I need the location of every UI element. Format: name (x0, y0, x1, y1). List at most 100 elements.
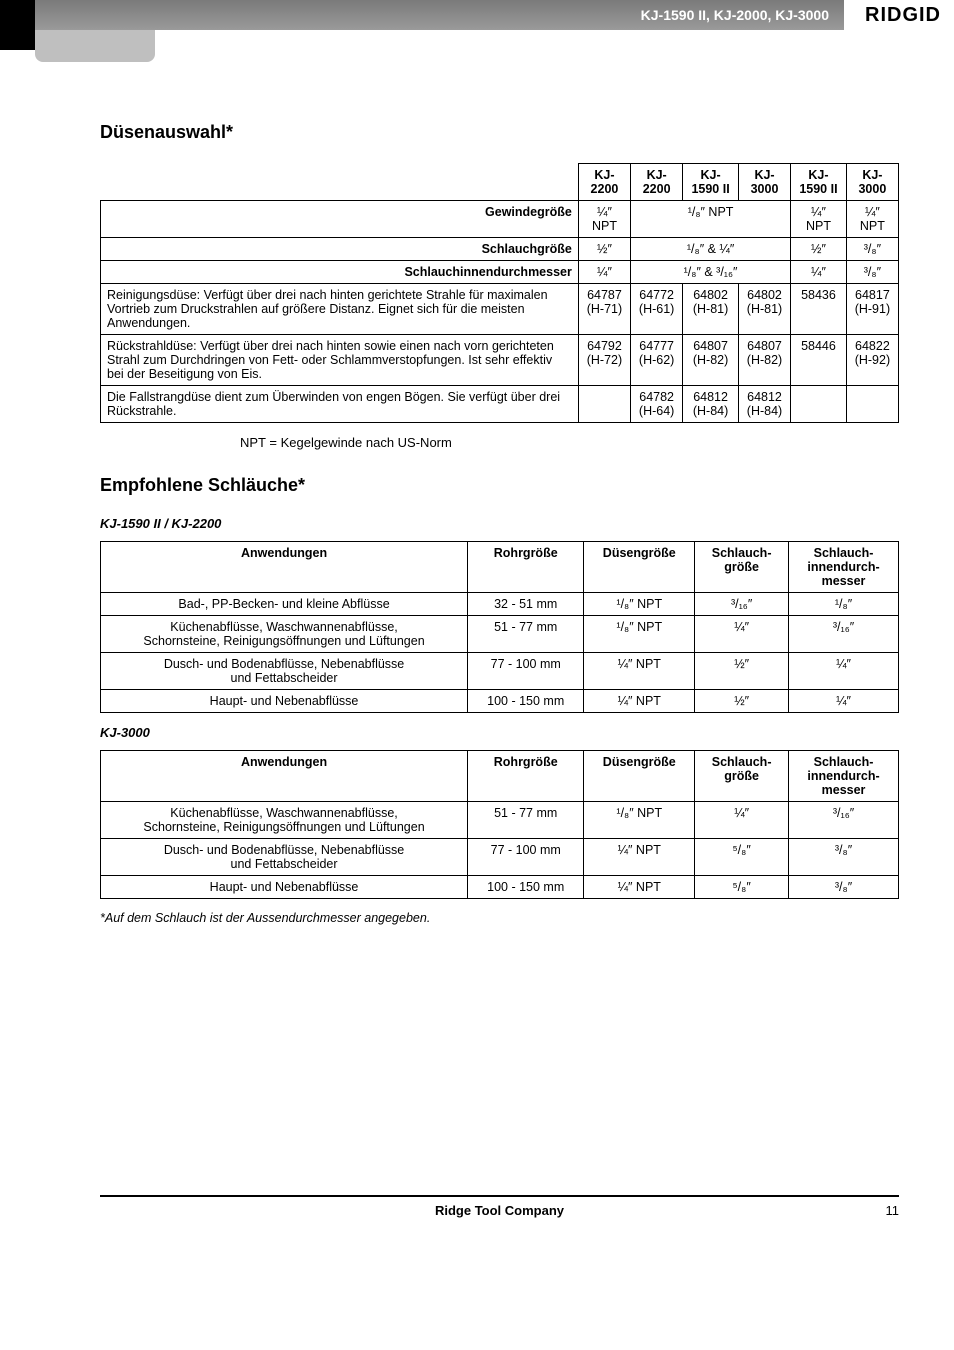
cell: ³/₈″ (789, 839, 899, 876)
col-header: Schlauch-größe (695, 751, 789, 802)
col-header: KJ-2200 (578, 164, 630, 201)
col-header: KJ-3000 (738, 164, 790, 201)
table-row: Bad-, PP-Becken- und kleine Abflüsse 32 … (101, 593, 899, 616)
part-code: (H-81) (693, 302, 728, 316)
cell-line: und Fettabscheider (231, 671, 338, 685)
cell: Dusch- und Bodenabflüsse, Nebenabflüsseu… (101, 653, 468, 690)
cell: 64807(H-82) (683, 335, 739, 386)
section2-title: Empfohlene Schläuche* (100, 475, 899, 496)
cell: ¹/₈″ & ³/₁₆″ (631, 261, 791, 284)
cell: 64817(H-91) (846, 284, 898, 335)
cell: ¹/₈″ NPT (584, 802, 695, 839)
part-no: 64787 (587, 288, 622, 302)
cell: Küchenabflüsse, Waschwannenabflüsse,Scho… (101, 802, 468, 839)
cell: ³/₁₆″ (789, 802, 899, 839)
npt-note: NPT = Kegelgewinde nach US-Norm (240, 435, 899, 450)
cell: ⁵/₈″ (695, 839, 789, 876)
footer-company: Ridge Tool Company (435, 1203, 564, 1218)
cell-line: Dusch- und Bodenabflüsse, Nebenabflüsse (164, 657, 404, 671)
header-black-block (0, 0, 35, 50)
cell: 64812(H-84) (738, 386, 790, 423)
cell: 100 - 150 mm (468, 690, 584, 713)
table-row: Dusch- und Bodenabflüsse, Nebenabflüsseu… (101, 839, 899, 876)
table-row: Haupt- und Nebenabflüsse 100 - 150 mm ¼″… (101, 876, 899, 899)
cell: Bad-, PP-Becken- und kleine Abflüsse (101, 593, 468, 616)
col-header: Düsengröße (584, 751, 695, 802)
table-row: Haupt- und Nebenabflüsse 100 - 150 mm ¼″… (101, 690, 899, 713)
part-code: (H-61) (639, 302, 674, 316)
table-header-row: Anwendungen Rohrgröße Düsengröße Schlauc… (101, 542, 899, 593)
cell: 51 - 77 mm (468, 616, 584, 653)
cell: Haupt- und Nebenabflüsse (101, 876, 468, 899)
table-row: Küchenabflüsse, Waschwannenabflüsse,Scho… (101, 616, 899, 653)
cell: 64792(H-72) (578, 335, 630, 386)
th-line: Schlauch- (814, 755, 874, 769)
part-code: (H-82) (747, 353, 782, 367)
table-row: Schlauchinnendurchmesser ¼″ ¹/₈″ & ³/₁₆″… (101, 261, 899, 284)
th-line: Schlauch- (712, 546, 772, 560)
table-header-row: Anwendungen Rohrgröße Düsengröße Schlauc… (101, 751, 899, 802)
page-header: KJ-1590 II, KJ-2000, KJ-3000 RIDGID (0, 0, 954, 62)
cell: 64802(H-81) (738, 284, 790, 335)
part-code: (H-82) (693, 353, 728, 367)
nozzle-selection-table: KJ-2200 KJ-2200 KJ-1590 II KJ-3000 KJ-15… (100, 163, 899, 423)
hose-table-2: Anwendungen Rohrgröße Düsengröße Schlauc… (100, 750, 899, 899)
part-code: (H-84) (693, 404, 728, 418)
col-header: Rohrgröße (468, 751, 584, 802)
cell: 100 - 150 mm (468, 876, 584, 899)
part-code: (H-72) (587, 353, 622, 367)
footnote: *Auf dem Schlauch ist der Aussendurchmes… (100, 911, 899, 925)
part-code: (H-91) (855, 302, 890, 316)
cell: ¹/₈″ (789, 593, 899, 616)
cell: 64822(H-92) (846, 335, 898, 386)
cell-line: und Fettabscheider (231, 857, 338, 871)
table-row: Schlauchgröße ½″ ¹/₈″ & ¼″ ½″ ³/₈″ (101, 238, 899, 261)
part-code: (H-62) (639, 353, 674, 367)
cell-line: Schornsteine, Reinigungsöffnungen und Lü… (143, 634, 424, 648)
th-line: größe (724, 560, 759, 574)
cell: ½″ (791, 238, 847, 261)
cell: 64812(H-84) (683, 386, 739, 423)
cell: ¹/₈″ NPT (584, 616, 695, 653)
cell-line: Küchenabflüsse, Waschwannenabflüsse, (170, 806, 397, 820)
cell: ¼″ NPT (584, 839, 695, 876)
page-footer: Ridge Tool Company 11 (0, 1195, 954, 1238)
part-code: (H-84) (747, 404, 782, 418)
cell (578, 386, 630, 423)
cell: ⁵/₈″ (695, 876, 789, 899)
table-row: Die Fallstrangdüse dient zum Überwinden … (101, 386, 899, 423)
row-label: Gewindegröße (101, 201, 579, 238)
cell: ³/₁₆″ (695, 593, 789, 616)
part-no: 64817 (855, 288, 890, 302)
table-header-row: KJ-2200 KJ-2200 KJ-1590 II KJ-3000 KJ-15… (101, 164, 899, 201)
sub1-title: KJ-1590 II / KJ-2200 (100, 516, 899, 531)
part-no: 64802 (693, 288, 728, 302)
col-header: Anwendungen (101, 542, 468, 593)
cell: ¼″ (695, 616, 789, 653)
th-line: messer (822, 783, 866, 797)
part-code: (H-92) (855, 353, 890, 367)
cell: 64772(H-61) (631, 284, 683, 335)
th-line: innendurch- (807, 769, 879, 783)
col-header: KJ-2200 (631, 164, 683, 201)
table-row: Reinigungsdüse: Verfügt über drei nach h… (101, 284, 899, 335)
cell: 77 - 100 mm (468, 839, 584, 876)
th-line: größe (724, 769, 759, 783)
cell: 64807(H-82) (738, 335, 790, 386)
col-header: KJ-1590 II (791, 164, 847, 201)
cell: 64787(H-71) (578, 284, 630, 335)
nozzle-desc: Reinigungsdüse: Verfügt über drei nach h… (101, 284, 579, 335)
part-no: 64807 (693, 339, 728, 353)
part-no: 64807 (747, 339, 782, 353)
cell: ¼″ NPT (584, 876, 695, 899)
col-header: Rohrgröße (468, 542, 584, 593)
cell: ¼″ NPT (846, 201, 898, 238)
th-line: innendurch- (807, 560, 879, 574)
cell: 58446 (791, 335, 847, 386)
cell: 64782(H-64) (631, 386, 683, 423)
row-label: Schlauchgröße (101, 238, 579, 261)
cell-line: Küchenabflüsse, Waschwannenabflüsse, (170, 620, 397, 634)
hose-table-1: Anwendungen Rohrgröße Düsengröße Schlauc… (100, 541, 899, 713)
cell: ¼″ (789, 690, 899, 713)
part-code: (H-71) (587, 302, 622, 316)
